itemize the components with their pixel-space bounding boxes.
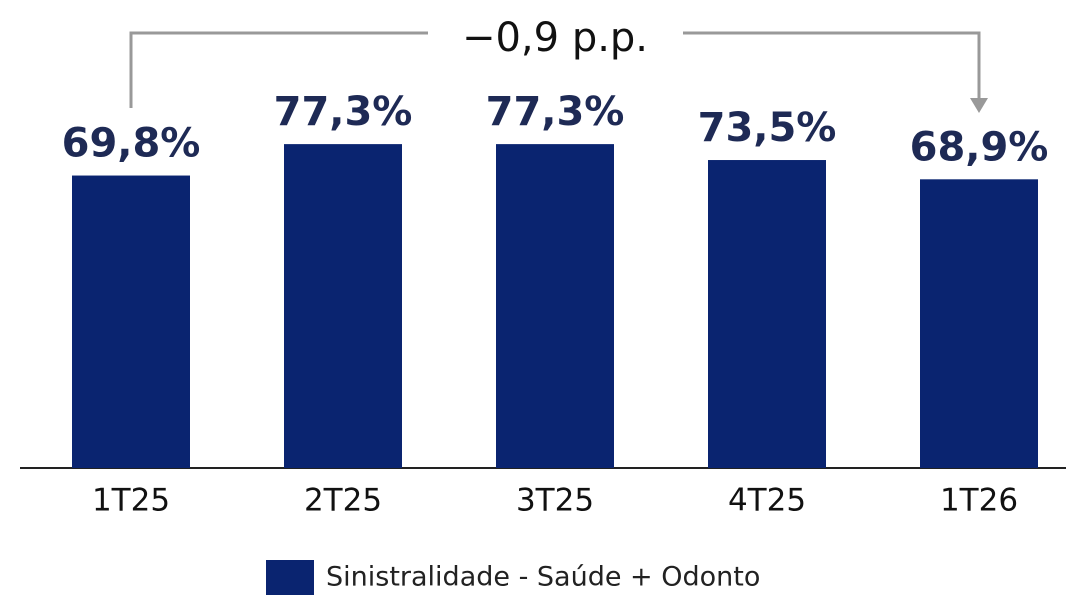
value-label: 68,9% bbox=[910, 124, 1049, 170]
value-label: 69,8% bbox=[62, 121, 201, 167]
bracket-left bbox=[129, 31, 428, 108]
x-tick-label: 1T25 bbox=[92, 483, 170, 519]
bar bbox=[496, 144, 614, 468]
bar bbox=[708, 160, 826, 468]
bar bbox=[920, 179, 1038, 468]
bar bbox=[72, 175, 190, 468]
bracket-arrow bbox=[970, 98, 988, 113]
x-tick-label: 4T25 bbox=[728, 483, 806, 519]
value-label: 77,3% bbox=[274, 89, 413, 135]
value-label: 77,3% bbox=[486, 89, 625, 135]
change-bracket bbox=[129, 31, 981, 108]
x-tick-label: 2T25 bbox=[304, 483, 382, 519]
legend-label: Sinistralidade - Saúde + Odonto bbox=[326, 562, 760, 593]
x-tick-label: 3T25 bbox=[516, 483, 594, 519]
value-label: 73,5% bbox=[698, 105, 837, 151]
annotation: −0,9 p.p. bbox=[462, 15, 648, 61]
x-tick-label: 1T26 bbox=[940, 483, 1018, 519]
bar bbox=[284, 144, 402, 468]
bracket-right bbox=[683, 31, 981, 100]
legend-swatch bbox=[266, 560, 314, 595]
